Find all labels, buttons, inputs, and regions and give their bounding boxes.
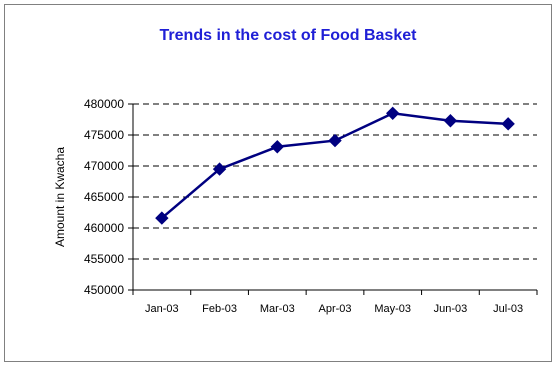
data-point-marker bbox=[155, 211, 169, 225]
data-point-marker bbox=[328, 133, 342, 148]
y-tick-label: 465000 bbox=[84, 190, 124, 204]
x-tick-labels: Jan-03 Feb-03 Mar-03 Apr-03 May-03 Jun-03 Jul-… bbox=[145, 303, 523, 315]
x-tick-label: Jun-03 bbox=[434, 303, 468, 315]
data-point-marker bbox=[270, 140, 284, 154]
chart-title: Trends in the cost of Food Basket bbox=[160, 27, 418, 44]
x-tick-label: Feb-03 bbox=[202, 303, 237, 315]
y-tick-label: 460000 bbox=[84, 221, 124, 235]
y-tick-label: 450000 bbox=[84, 283, 124, 297]
chart-frame bbox=[4, 4, 552, 362]
data-point-marker bbox=[386, 106, 400, 121]
data-point-marker bbox=[212, 162, 227, 176]
y-tick-label: 480000 bbox=[84, 97, 124, 111]
series-food-basket bbox=[155, 106, 515, 225]
axes bbox=[128, 103, 538, 295]
y-tick-label: 475000 bbox=[84, 128, 124, 142]
data-point-marker bbox=[443, 114, 458, 128]
x-tick-label: Jan-03 bbox=[145, 303, 179, 315]
x-tick-label: Mar-03 bbox=[260, 303, 295, 315]
y-tick-label: 455000 bbox=[84, 252, 124, 266]
y-tick-label: 470000 bbox=[84, 159, 124, 173]
y-axis-label: Amount in Kwacha bbox=[53, 147, 67, 247]
x-tick-label: Jul-03 bbox=[493, 303, 523, 315]
y-tick-labels: 480000 475000 470000 465000 460000 455000 4500… bbox=[84, 97, 124, 297]
x-tick-label: Apr-03 bbox=[318, 303, 351, 315]
data-point-marker bbox=[501, 117, 515, 131]
x-tick-label: May-03 bbox=[374, 303, 411, 315]
gridlines bbox=[133, 103, 537, 260]
